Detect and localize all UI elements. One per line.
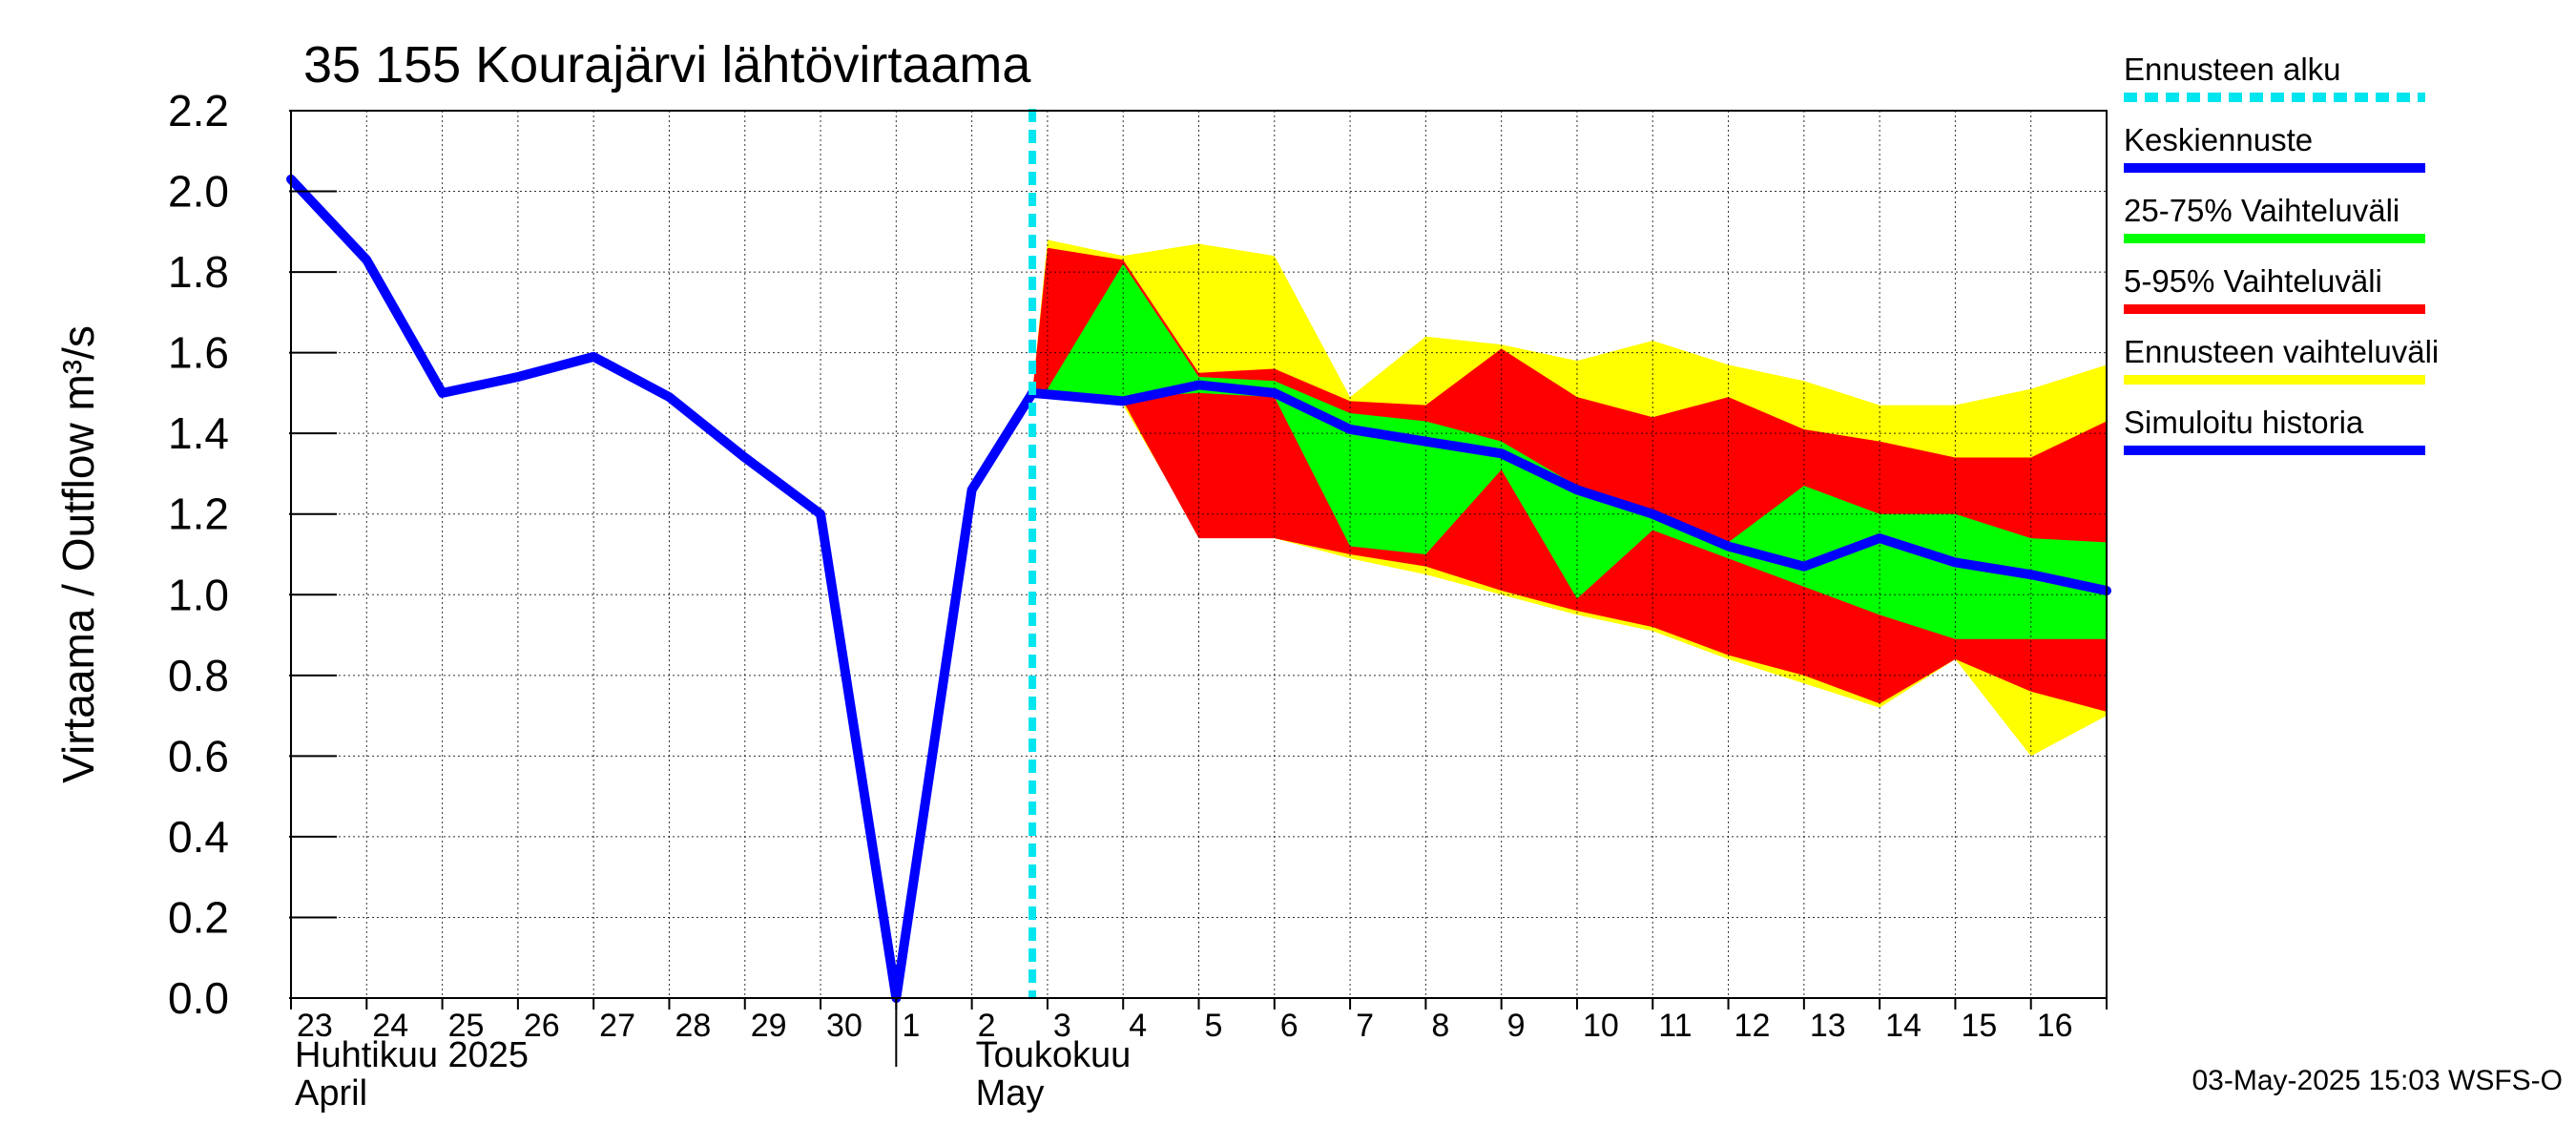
x-tick-label: 2 xyxy=(978,1008,996,1044)
band-25-75-vaihteluv-li xyxy=(1032,263,2107,639)
x-tick-label: 14 xyxy=(1885,1008,1922,1044)
x-tick-label: 11 xyxy=(1658,1008,1692,1044)
legend-label: Ennusteen vaihteluväli xyxy=(2124,334,2439,369)
uncertainty-bands xyxy=(971,239,2107,757)
x-tick-label: 16 xyxy=(2037,1008,2073,1044)
y-tick-label: 1.8 xyxy=(168,247,229,297)
y-tick-label: 1.4 xyxy=(168,408,229,458)
y-tick-label: 0.0 xyxy=(168,973,229,1023)
x-tick-label: 24 xyxy=(372,1008,408,1044)
y-tick-label: 0.8 xyxy=(168,651,229,700)
legend-label: Ennusteen alku xyxy=(2124,52,2341,87)
timestamp-footer: 03-May-2025 15:03 WSFS-O xyxy=(2192,1065,2564,1096)
grid-lines xyxy=(291,111,2107,998)
x-tick-label: 26 xyxy=(524,1008,560,1044)
y-tick-label: 0.2 xyxy=(168,892,229,942)
month-label: Toukokuu xyxy=(976,1035,1132,1075)
x-tick-label: 15 xyxy=(1961,1008,1997,1044)
x-tick-label: 23 xyxy=(297,1008,333,1044)
y-tick-label: 1.6 xyxy=(168,328,229,378)
x-tick-label: 6 xyxy=(1280,1008,1298,1044)
x-tick-label: 5 xyxy=(1205,1008,1223,1044)
flow-lines xyxy=(286,109,2111,1003)
y-axis-label: Virtaama / Outflow m³/s xyxy=(53,325,103,783)
x-tick-label: 30 xyxy=(826,1008,862,1044)
legend-label: 25-75% Vaihteluväli xyxy=(2124,193,2399,228)
line-simuloitu-historia xyxy=(286,174,1038,1003)
y-tick-label: 1.0 xyxy=(168,570,229,619)
line-keskiennuste xyxy=(1028,380,2111,596)
x-tick-label: 7 xyxy=(1356,1008,1374,1044)
legend-label: 5-95% Vaihteluväli xyxy=(2124,263,2382,299)
x-tick-label: 29 xyxy=(751,1008,787,1044)
x-tick-label: 28 xyxy=(675,1008,711,1044)
legend: Ennusteen alku Keskiennuste 25-75% Vaihtel… xyxy=(2124,52,2439,455)
y-tick-label: 2.0 xyxy=(168,167,229,217)
y-axis-ticks: 0.0 0.2 0.4 0.6 0.8 1.0 1.2 1.4 1.6 1.8 2.0 2.2 xyxy=(168,86,337,1023)
x-tick-label: 8 xyxy=(1431,1008,1449,1044)
x-tick-label: 27 xyxy=(599,1008,635,1044)
legend-label: Keskiennuste xyxy=(2124,122,2313,157)
month-label-en: May xyxy=(976,1073,1045,1114)
legend-label: Simuloitu historia xyxy=(2124,405,2364,440)
x-tick-label: 12 xyxy=(1735,1008,1771,1044)
x-tick-label: 1 xyxy=(902,1008,920,1044)
month-label-en: April xyxy=(295,1073,367,1114)
x-tick-label: 25 xyxy=(448,1008,485,1044)
y-tick-label: 2.2 xyxy=(168,86,229,135)
x-axis-ticks: 23 24 25 26 27 28 29 30 1 2 3 4 5 6 7 8 9 10 11 12 13 14 15 16 xyxy=(290,998,2108,1067)
y-tick-label: 1.2 xyxy=(168,489,229,539)
x-tick-label: 3 xyxy=(1053,1008,1071,1044)
x-tick-label: 13 xyxy=(1810,1008,1846,1044)
y-tick-label: 0.4 xyxy=(168,812,229,862)
y-tick-label: 0.6 xyxy=(168,731,229,781)
x-tick-label: 10 xyxy=(1583,1008,1619,1044)
chart-title: 35 155 Kourajärvi lähtövirtaama xyxy=(303,36,1031,94)
month-label: Huhtikuu 2025 xyxy=(295,1035,529,1075)
x-tick-label: 4 xyxy=(1129,1008,1147,1044)
x-tick-label: 9 xyxy=(1507,1008,1526,1044)
